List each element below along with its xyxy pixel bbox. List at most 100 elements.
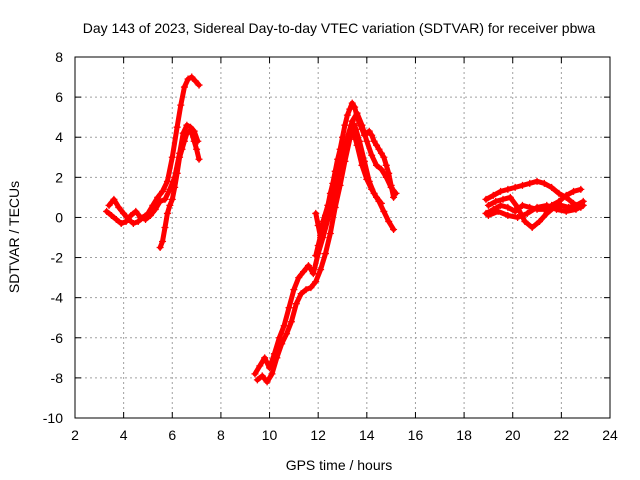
data-point [484,211,492,219]
data-point [120,209,128,217]
data-point [348,99,356,107]
y-axis-label: SDTVAR / TECUs [6,181,22,293]
data-point [494,207,502,215]
data-point [321,250,329,258]
data-point [312,209,320,217]
data-point [368,151,376,159]
x-tick-label: 2 [71,427,79,443]
data-point [390,193,398,201]
data-point [283,330,291,338]
data-point [168,195,176,203]
data-point [363,137,371,145]
data-point [387,181,395,189]
data-point [163,209,171,217]
data-point [285,304,293,312]
data-point [482,195,490,203]
data-point [385,217,393,225]
data-point [151,205,159,213]
data-point [287,318,295,326]
data-point [504,185,512,193]
data-point [134,217,142,225]
data-point [375,145,383,153]
series-trace [106,74,202,226]
data-point [314,242,322,250]
data-point [373,193,381,201]
data-point [358,161,366,169]
data-point [514,203,522,211]
data-point [343,111,351,119]
data-point [142,215,150,223]
data-point [319,217,327,225]
data-point [334,169,342,177]
data-point [489,191,497,199]
data-point [526,179,534,187]
data-point [280,322,288,330]
y-tick-label: 8 [55,49,63,65]
data-point [553,205,560,213]
data-point [122,217,130,225]
data-point [518,181,526,189]
data-point [353,113,361,121]
data-point [518,201,526,209]
data-point [356,119,364,127]
data-point [253,376,261,384]
data-point [180,83,188,91]
data-point [117,219,125,227]
x-tick-label: 18 [456,427,472,443]
data-point [326,229,334,237]
data-point [506,193,514,201]
data-point [385,169,393,177]
data-point [562,207,570,215]
y-tick-label: -2 [51,250,64,266]
data-point [336,181,344,189]
data-point [173,169,181,177]
data-point [132,207,140,215]
data-point [365,127,373,135]
y-tick-label: 4 [55,129,63,145]
data-point [339,153,346,161]
x-tick-label: 12 [310,427,326,443]
y-tick-label: 2 [55,169,63,185]
data-point [105,201,113,209]
data-point [168,153,176,161]
data-point [275,334,283,342]
data-point [171,183,179,191]
data-point [533,203,541,211]
data-point [390,225,398,233]
data-point [195,81,203,89]
data-point [535,217,543,225]
data-point [273,354,281,362]
data-point [159,238,167,246]
data-point [339,133,346,141]
data-point [156,244,164,252]
data-point [555,189,563,197]
y-tick-label: -6 [51,330,64,346]
data-point [314,221,322,229]
chart-title: Day 143 of 2023, Sidereal Day-to-day VTE… [83,20,596,36]
x-tick-label: 10 [262,427,278,443]
data-point [562,191,570,199]
data-point [268,370,276,378]
data-point [300,268,308,276]
data-point [324,201,332,209]
y-tick-label: -4 [51,290,64,306]
data-point [373,161,381,169]
data-point [504,203,512,211]
data-point [499,195,507,203]
data-point [302,286,310,294]
y-tick-label: -8 [51,370,64,386]
data-point [146,211,154,219]
data-point [178,145,186,153]
data-series [103,73,587,386]
data-point [370,137,378,145]
data-point [256,362,264,370]
data-point [156,197,164,205]
x-tick-label: 24 [602,427,618,443]
data-point [572,205,580,213]
x-tick-label: 16 [408,427,424,443]
data-point [161,223,169,231]
x-tick-label: 14 [359,427,375,443]
data-point [368,185,376,193]
data-point [543,209,551,217]
